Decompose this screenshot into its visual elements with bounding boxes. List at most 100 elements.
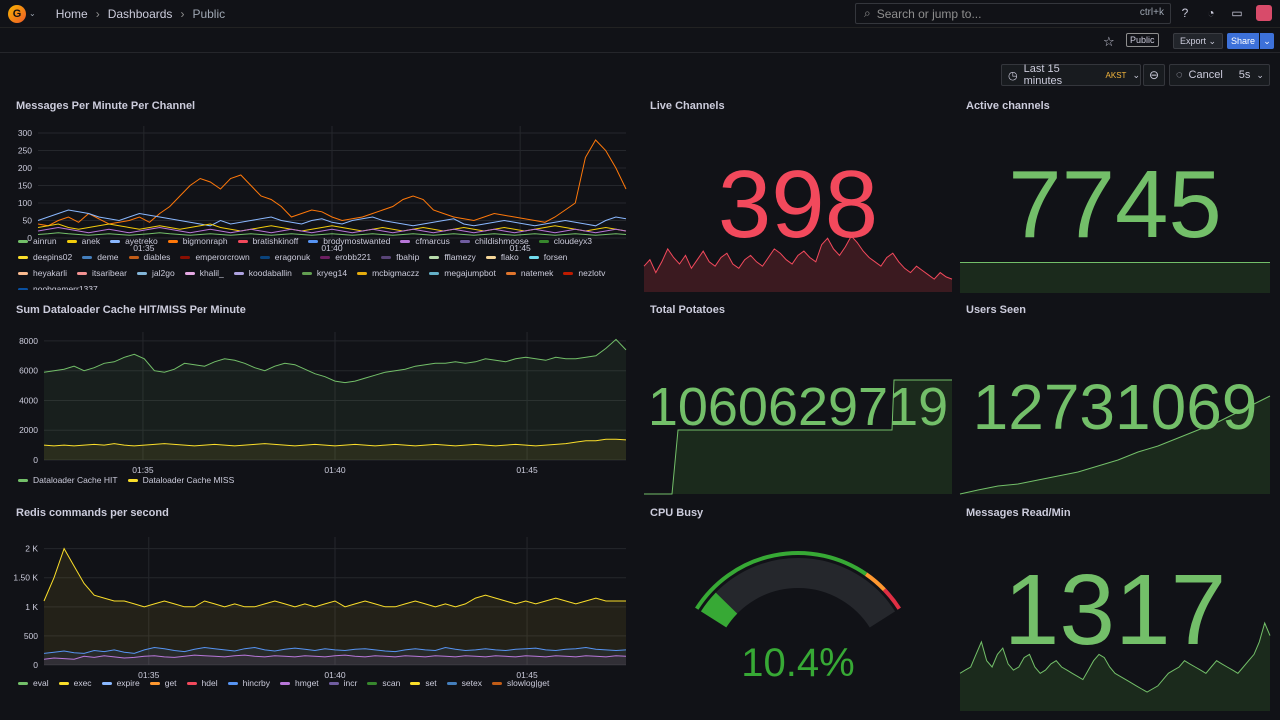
legend-item[interactable]: mcbigmaczz (357, 268, 419, 278)
panel-messages-read: Messages Read/Min 1317 (958, 503, 1272, 713)
export-button[interactable]: Export ⌄ (1173, 33, 1224, 49)
users-seen-sparkline (959, 395, 1271, 495)
legend-item[interactable]: Dataloader Cache HIT (18, 475, 118, 485)
legend-swatch (367, 681, 378, 685)
search-input[interactable]: ⌕ Search or jump to... ctrl+k (855, 3, 1171, 24)
legend-item[interactable]: deme (82, 252, 119, 262)
total-potatoes-sparkline (644, 379, 952, 495)
breadcrumb-dashboards[interactable]: Dashboards (107, 6, 173, 21)
kiosk-monitor-icon[interactable]: ▭ (1231, 6, 1243, 20)
legend-item[interactable]: jal2go (137, 268, 175, 278)
refresh-interval[interactable]: 5s (1238, 69, 1251, 81)
legend-item[interactable]: anek (66, 236, 101, 246)
legend-item[interactable]: kryeg14 (301, 268, 347, 278)
legend-item[interactable]: hmget (280, 678, 319, 688)
news-rss-icon[interactable]: ◔ (1207, 6, 1215, 20)
legend-item[interactable]: itsaribear (77, 268, 127, 278)
cancel-refresh-button[interactable]: ◌ Cancel 5s ⌄ (1169, 64, 1270, 86)
x-tick-label: 01:45 (510, 243, 532, 253)
share-button[interactable]: Share (1227, 33, 1259, 49)
legend-item[interactable]: deepins02 (18, 252, 72, 262)
stat-value: 1317 (1003, 554, 1227, 666)
legend-item[interactable]: setex (446, 678, 482, 688)
legend-item[interactable]: childishmoose (459, 236, 529, 246)
legend-label: diables (143, 252, 171, 262)
legend-item[interactable]: exec (58, 678, 92, 688)
sparkline-line (959, 621, 1271, 693)
legend-item[interactable]: emperorcrown (180, 252, 250, 262)
legend-item[interactable]: bratishkinoff (237, 236, 299, 246)
legend-label: bratishkinoff (252, 236, 299, 246)
y-tick-label: 4000 (19, 395, 38, 405)
sparkline-area (644, 236, 952, 292)
legend-item[interactable]: hdel (186, 678, 218, 688)
y-tick-label: 0 (27, 233, 32, 243)
legend-item[interactable]: eragonuk (259, 252, 310, 262)
breadcrumb: Home › Dashboards › Public (56, 7, 233, 21)
sparkline-line (643, 235, 953, 280)
legend-swatch (328, 681, 339, 685)
legend-label: anek (81, 236, 101, 246)
legend-item[interactable]: diables (128, 252, 171, 262)
chevron-down-icon[interactable]: ⌄ (29, 9, 36, 18)
legend-label: cloudeyx3 (553, 236, 592, 246)
legend-item[interactable]: nezlotv (563, 268, 605, 278)
legend-label: deme (97, 252, 119, 262)
legend-swatch (505, 271, 516, 275)
legend-item[interactable]: get (149, 678, 177, 688)
legend-item[interactable]: fbahip (381, 252, 419, 262)
legend-item[interactable]: noobgamerr1337 (18, 284, 98, 290)
legend-item[interactable]: set (410, 678, 437, 688)
legend: ainrun anek ayetreko bigmonraph bratishkinof… (18, 236, 628, 290)
x-tick-label: 01:45 (516, 670, 538, 680)
legend-item[interactable]: heyakarli (18, 268, 67, 278)
legend-item[interactable]: erobb221 (320, 252, 371, 262)
legend-label: erobb221 (335, 252, 372, 262)
legend-label: brodymostwanted (323, 236, 391, 246)
legend-item[interactable]: hincrby (227, 678, 270, 688)
legend-swatch (18, 478, 28, 482)
legend-item[interactable]: brodymostwanted (308, 236, 390, 246)
legend-item[interactable]: eval (18, 678, 49, 688)
legend-swatch (381, 255, 392, 259)
legend-item[interactable]: cfmarcus (400, 236, 450, 246)
legend-item[interactable]: fflamezy (429, 252, 476, 262)
help-icon[interactable]: ? (1181, 6, 1189, 20)
y-tick-label: 1.50 K (13, 573, 38, 583)
legend-item[interactable]: forsen (528, 252, 567, 262)
legend-item[interactable]: scan (367, 678, 400, 688)
time-range-label: Last 15 minutes (1023, 63, 1063, 87)
y-tick-label: 300 (18, 128, 32, 138)
legend-item[interactable]: koodaballin (233, 268, 292, 278)
legend-label: flako (500, 252, 519, 262)
legend-item[interactable]: expire (101, 678, 140, 688)
grafana-logo-icon[interactable]: G (8, 4, 26, 23)
breadcrumb-home[interactable]: Home (55, 6, 88, 21)
legend-item[interactable]: natemek (505, 268, 553, 278)
legend-item[interactable]: Dataloader Cache MISS (127, 475, 234, 485)
zoom-out-button[interactable]: ⊖ (1143, 64, 1165, 86)
legend-swatch (237, 239, 248, 243)
panel-users-seen: Users Seen 12731069 (958, 300, 1272, 496)
star-icon[interactable]: ☆ (1103, 34, 1115, 49)
legend-item[interactable]: bigmonraph (167, 236, 228, 246)
legend-item[interactable]: ayetreko (110, 236, 158, 246)
share-dropdown-chevron-icon[interactable]: ⌄ (1260, 33, 1274, 49)
legend-item[interactable]: flako (485, 252, 519, 262)
legend-item[interactable]: megajumpbot (429, 268, 496, 278)
legend-label: megajumpbot (444, 268, 496, 278)
legend-item[interactable]: cloudeyx3 (538, 236, 592, 246)
legend-item[interactable]: ainrun (18, 236, 57, 246)
avatar[interactable] (1256, 5, 1272, 21)
chevron-down-icon: ⌄ (1132, 69, 1140, 80)
legend-item[interactable]: slowlog|get (492, 678, 549, 688)
y-tick-label: 50 (23, 216, 33, 226)
x-tick-label: 01:40 (324, 670, 346, 680)
legend-item[interactable]: khalil_ (184, 268, 224, 278)
legend-swatch (58, 681, 69, 685)
legend-label: slowlog|get (507, 678, 550, 688)
legend-item[interactable]: incr (328, 678, 357, 688)
cancel-label: Cancel (1188, 69, 1223, 81)
chevron-down-icon: ⌄ (1256, 69, 1264, 80)
time-range-picker[interactable]: ◷ Last 15 minutes AKST ⌄ (1001, 63, 1141, 87)
